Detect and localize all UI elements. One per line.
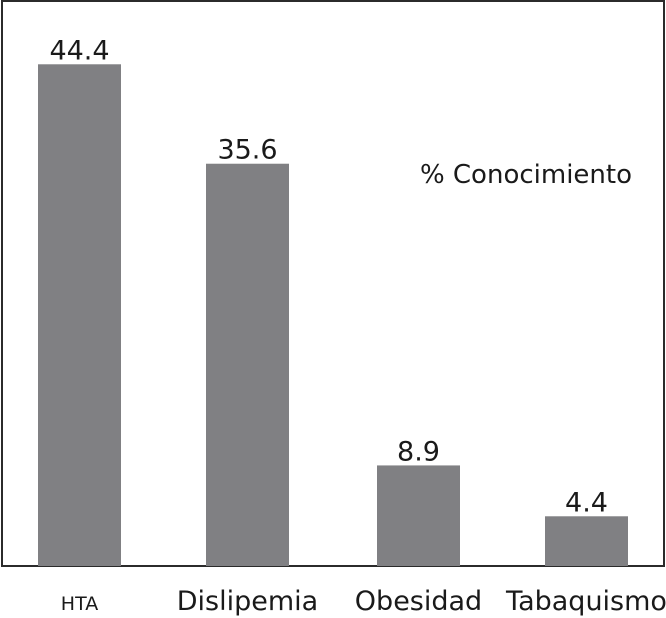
bar-obesidad <box>377 465 460 566</box>
plot-frame <box>1 0 665 567</box>
category-labels-group: HTA Dislipemia Obesidad Tabaquismo <box>61 586 666 617</box>
data-label-tabaquismo: 4.4 <box>565 487 608 518</box>
tick-label-tabaquismo: Tabaquismo <box>505 586 666 617</box>
bar-dislipemia <box>206 163 289 566</box>
data-label-hta: 44.4 <box>49 35 109 66</box>
tick-label-obesidad: Obesidad <box>355 586 482 617</box>
data-label-obesidad: 8.9 <box>397 436 440 467</box>
tick-label-dislipemia: Dislipemia <box>177 586 318 617</box>
bar-tabaquismo <box>545 516 628 566</box>
data-label-dislipemia: 35.6 <box>217 135 277 166</box>
value-labels-group: 44.4 35.6 8.9 4.4 <box>49 35 608 518</box>
bars-group <box>38 64 628 566</box>
bar-hta <box>38 64 121 566</box>
legend-label: % Conocimiento <box>420 160 632 190</box>
tick-label-hta: HTA <box>61 593 98 615</box>
